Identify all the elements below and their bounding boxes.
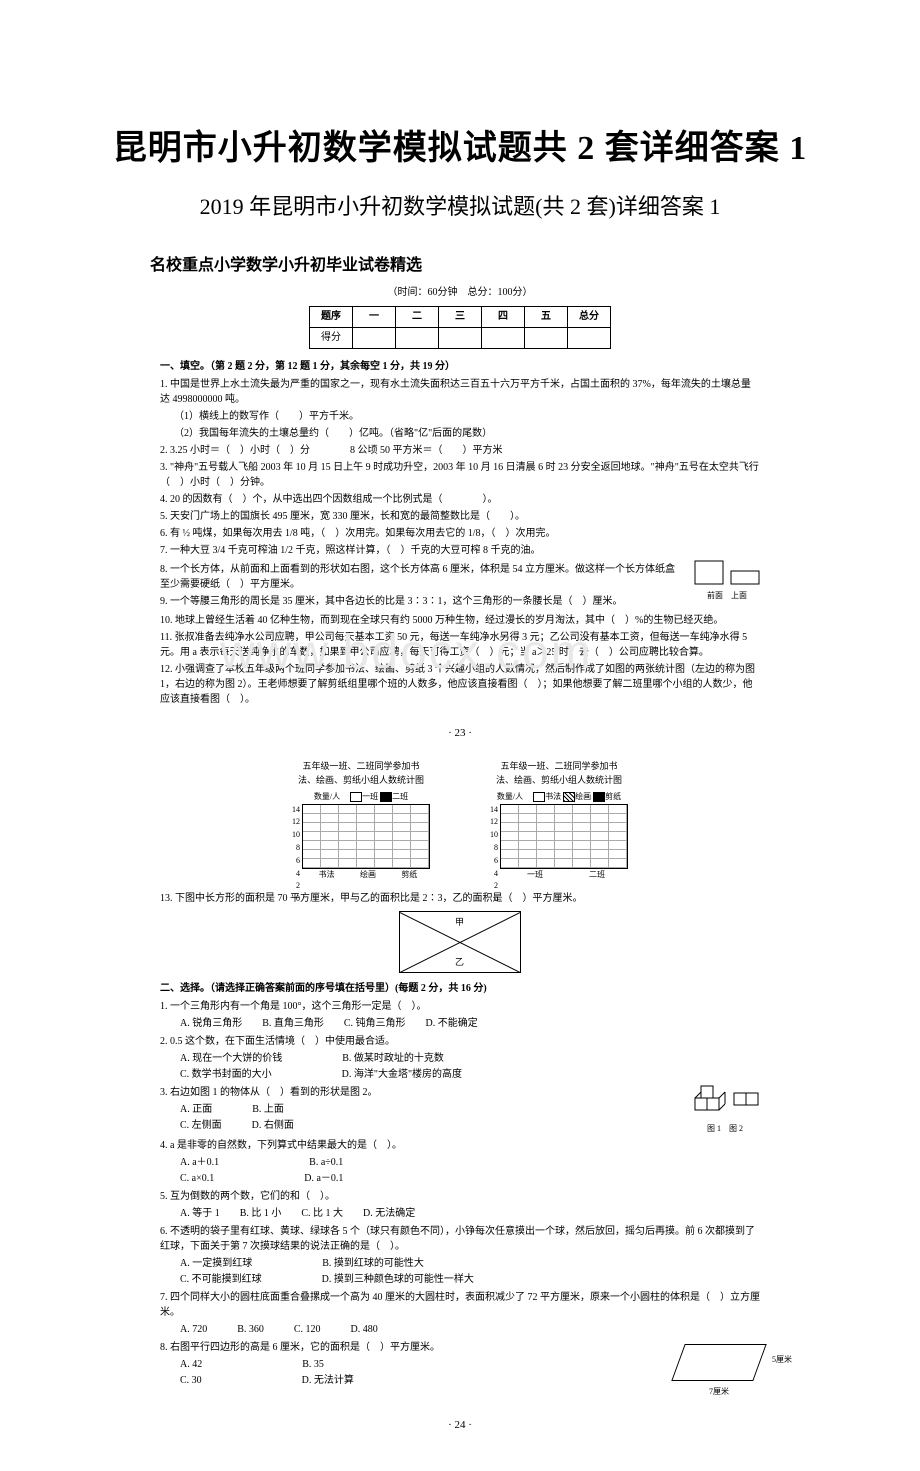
s2-q3-options: A. 正面 B. 上面 C. 左侧面 D. 右侧面: [180, 1102, 690, 1134]
s2-q1-options: A. 锐角三角形 B. 直角三角形 C. 钝角三角形 D. 不能确定: [180, 1016, 760, 1032]
question-9: 9. 一个等腰三角形的周长是 35 厘米，其中各边长的比是 3∶3∶1，这个三角…: [160, 594, 684, 609]
legend-item: 绘画: [575, 792, 591, 801]
question-13: 13. 下图中长方形的面积是 70 平方厘米，甲与乙的面积比是 2∶3，乙的面积…: [160, 891, 760, 906]
s2-q4-options-b: C. a×0.1 D. a－0.1: [180, 1171, 760, 1187]
question-8: 8. 一个长方体，从前面和上面看到的形状如右图，这个长方体高 6 厘米，体积是 …: [160, 562, 684, 592]
row-label: 得分: [310, 328, 353, 349]
question-4: 4. 20 的因数有（ ）个，从中选出四个因数组成一个比例式是（ ）。: [160, 492, 760, 507]
bar-chart-1: 五年级一班、二班同学参加书法、绘画、剪纸小组人数统计图 数量/人 一班 二班 1…: [292, 759, 430, 881]
front-label: 前面: [707, 591, 723, 600]
question-1-2: （2）我国每年流失的土壤总量约（ ）亿吨。（省略"亿"后面的尾数）: [174, 426, 760, 441]
col-header: 五: [525, 307, 568, 328]
side-dim: 5厘米: [772, 1354, 792, 1367]
chart1-ylabel: 数量/人: [314, 792, 340, 801]
s2-q2-options-b: C. 数学书封面的大小 D. 海洋"大金塔"楼房的高度: [180, 1067, 760, 1083]
question-3: 3. "神舟"五号载人飞船 2003 年 10 月 15 日上午 9 时成功升空…: [160, 460, 760, 490]
score-table: 题序 一 二 三 四 五 总分 得分: [309, 306, 611, 349]
cube-stack-icon: [690, 1083, 730, 1118]
exam-page-23: （时间：60分钟 总分：100分） 题序 一 二 三 四 五 总分 得分 一: [160, 285, 760, 707]
chart2-legend: 数量/人 书法 绘画 剪纸: [490, 791, 628, 804]
s2-q2: 2. 0.5 这个数，在下面生活情境（ ）中使用最合适。: [160, 1034, 760, 1049]
question-1: 1. 中国是世界上水土流失最为严重的国家之一，现有水土流失面积达三百五十六万平方…: [160, 377, 760, 407]
view-shape-icon: [732, 1083, 760, 1118]
s2-q4: 4. a 是非零的自然数，下列算式中结果最大的是（ ）。: [160, 1138, 760, 1153]
score-cell: [439, 328, 482, 349]
section-1-title: 一、填空。（第 2 题 2 分，第 12 题 1 分，其余每空 1 分，共 19…: [160, 359, 760, 375]
s2-q6-options-b: C. 不可能摸到红球 D. 摸到三种颜色球的可能性一样大: [180, 1272, 760, 1288]
col-header: 总分: [568, 307, 611, 328]
col-header: 一: [353, 307, 396, 328]
label-yi: 乙: [455, 955, 464, 969]
q3-figures: 图 1 图 2: [690, 1083, 760, 1136]
score-cell: [525, 328, 568, 349]
cube-views-figure: 前面 上面: [694, 560, 760, 603]
base-dim: 7厘米: [678, 1386, 760, 1399]
legend-item: 书法: [545, 792, 561, 801]
chart1-grid: [302, 804, 430, 869]
chart2-yticks: 14 12 10 8 6 4 2 0: [490, 804, 500, 867]
top-label: 上面: [731, 591, 747, 600]
question-2: 2. 3.25 小时＝（ ）小时（ ）分 8 公顷 50 平方米＝（ ）平方米: [160, 443, 760, 458]
parallelogram-figure: 5厘米 7厘米: [668, 1338, 760, 1399]
page-number-24: · 24 ·: [60, 1419, 860, 1431]
charts-row: 五年级一班、二班同学参加书法、绘画、剪纸小组人数统计图 数量/人 一班 二班 1…: [160, 759, 760, 881]
time-score-line: （时间：60分钟 总分：100分）: [160, 285, 760, 301]
chart1-legend: 数量/人 一班 二班: [292, 791, 430, 804]
document-page: 昆明市小升初数学模拟试题共 2 套详细答案 1 2019 年昆明市小升初数学模拟…: [0, 0, 920, 1471]
chart1-title: 五年级一班、二班同学参加书法、绘画、剪纸小组人数统计图: [296, 759, 426, 788]
s2-q4-options-a: A. a＋0.1 B. a÷0.1: [180, 1155, 760, 1171]
section-2-title: 二、选择。（请选择正确答案前面的序号填在括号里）(每题 2 分，共 16 分): [160, 981, 760, 997]
chart2-ylabel: 数量/人: [497, 792, 523, 801]
chart1-yticks: 14 12 10 8 6 4 2 0: [292, 804, 302, 867]
s2-q8: 8. 右图平行四边形的高是 6 厘米，它的面积是（ ）平方厘米。: [160, 1340, 668, 1355]
chart2-grid: [500, 804, 628, 869]
s2-q7: 7. 四个同样大小的圆柱底面重合叠摞成一个高为 40 厘米的大圆柱时，表面积减少…: [160, 1290, 760, 1320]
rectangle-figure: 甲 乙: [399, 911, 521, 973]
s2-q2-options-a: A. 现在一个大饼的价钱 B. 做某时政址的十克数: [180, 1051, 760, 1067]
label-jia: 甲: [455, 915, 464, 929]
question-5: 5. 天安门广场上的国旗长 495 厘米，宽 330 厘米，长和宽的最简整数比是…: [160, 509, 760, 524]
score-cell: [353, 328, 396, 349]
page-number-23: · 23 ·: [60, 727, 860, 739]
col-header: 三: [439, 307, 482, 328]
chart2-title: 五年级一班、二班同学参加书法、绘画、剪纸小组人数统计图: [494, 759, 624, 788]
top-view-icon: [730, 570, 760, 585]
question-11: 11. 张叔准备去纯净水公司应聘，甲公司每天基本工资 50 元，每送一车纯净水另…: [160, 630, 760, 660]
exam-page-24: 五年级一班、二班同学参加书法、绘画、剪纸小组人数统计图 数量/人 一班 二班 1…: [160, 759, 760, 1399]
question-12: 12. 小强调查了本校五年级两个班同学参加书法、绘画、剪纸 3 个兴趣小组的人数…: [160, 662, 760, 707]
s2-q5-options: A. 等于 1 B. 比 1 小 C. 比 1 大 D. 无法确定: [180, 1206, 760, 1222]
s2-q1: 1. 一个三角形内有一个角是 100°，这个三角形一定是（ ）。: [160, 999, 760, 1014]
s2-q5: 5. 互为倒数的两个数，它们的和（ ）。: [160, 1189, 760, 1204]
chart1-xlabels: 书法 绘画 剪纸: [306, 869, 430, 882]
legend-item: 二班: [392, 792, 408, 801]
s2-q8-options-b: C. 30 D. 无法计算: [180, 1373, 668, 1389]
sub-heading: 名校重点小学数学小升初毕业试卷精选: [150, 251, 860, 275]
score-cell: [482, 328, 525, 349]
main-title: 昆明市小升初数学模拟试题共 2 套详细答案 1: [60, 120, 860, 169]
question-1-1: （1）横线上的数写作（ ）平方千米。: [174, 409, 760, 424]
col-header: 二: [396, 307, 439, 328]
s2-q7-options: A. 720 B. 360 C. 120 D. 480: [180, 1322, 760, 1338]
s2-q8-options-a: A. 42 B. 35: [180, 1357, 668, 1373]
front-view-icon: [694, 560, 724, 585]
bar-chart-2: 五年级一班、二班同学参加书法、绘画、剪纸小组人数统计图 数量/人 书法 绘画 剪…: [490, 759, 628, 881]
subtitle: 2019 年昆明市小升初数学模拟试题(共 2 套)详细答案 1: [60, 189, 860, 221]
s2-q6-options-a: A. 一定摸到红球 B. 摸到红球的可能性大: [180, 1256, 760, 1272]
score-cell: [568, 328, 611, 349]
s2-q6: 6. 不透明的袋子里有红球、黄球、绿球各 5 个（球只有颜色不同），小铮每次任意…: [160, 1224, 760, 1254]
question-6: 6. 有 ½ 吨煤，如果每次用去 1/8 吨，（ ）次用完。如果每次用去它的 1…: [160, 526, 760, 541]
question-7: 7. 一种大豆 3/4 千克可榨油 1/2 千克，照这样计算，（ ）千克的大豆可…: [160, 543, 760, 558]
col-header: 题序: [310, 307, 353, 328]
legend-item: 一班: [362, 792, 378, 801]
col-header: 四: [482, 307, 525, 328]
score-cell: [396, 328, 439, 349]
question-10: 10. 地球上曾经生活着 40 亿种生物，而到现在全球只有约 5000 万种生物…: [160, 613, 760, 628]
legend-item: 剪纸: [605, 792, 621, 801]
chart2-xlabels: 一班 二班: [504, 869, 628, 882]
s2-q3: 3. 右边如图 1 的物体从（ ）看到的形状是图 2。: [160, 1085, 690, 1100]
